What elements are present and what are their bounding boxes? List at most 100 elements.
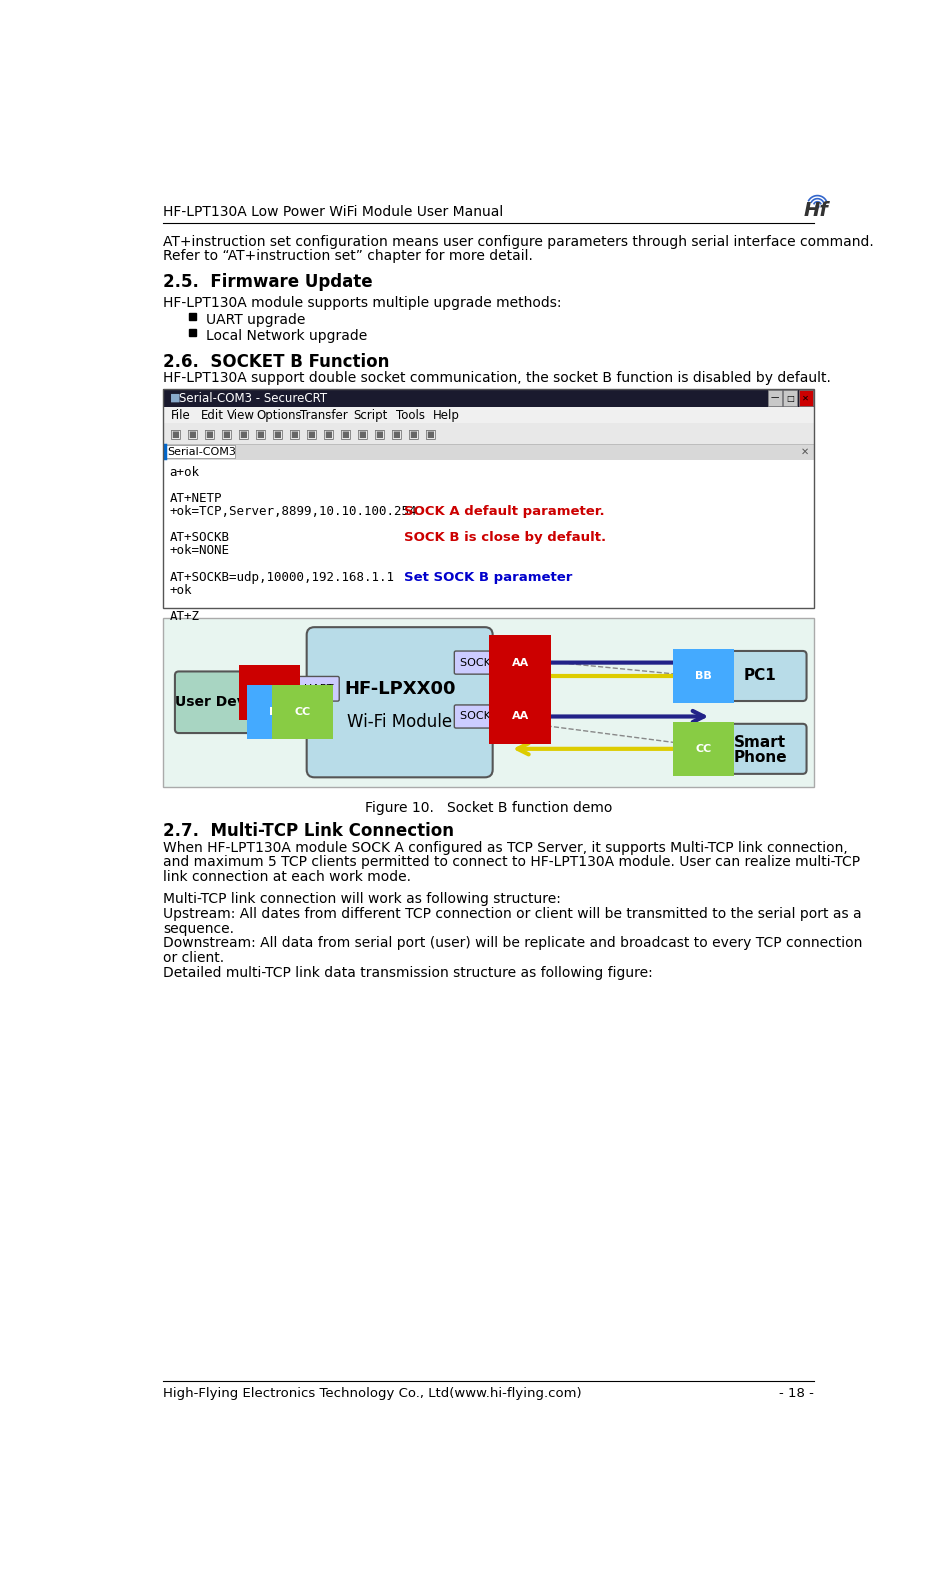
Text: Edit: Edit: [200, 409, 224, 422]
Text: +ok: +ok: [169, 583, 191, 596]
Text: CC: CC: [294, 707, 310, 716]
Text: View: View: [227, 409, 254, 422]
Text: UART upgrade: UART upgrade: [206, 312, 305, 327]
Text: Detailed multi-TCP link data transmission structure as following figure:: Detailed multi-TCP link data transmissio…: [163, 965, 652, 980]
Text: ▣: ▣: [288, 426, 300, 441]
Text: ▣: ▣: [390, 426, 403, 441]
Text: BB: BB: [268, 707, 286, 716]
Bar: [188, 328, 196, 336]
Text: AT+SOCKB=udp,10000,192.168.1.1: AT+SOCKB=udp,10000,192.168.1.1: [169, 571, 394, 583]
Text: ■: ■: [169, 393, 180, 403]
Text: User Device: User Device: [174, 696, 268, 708]
Text: Serial-COM3 - SecureCRT: Serial-COM3 - SecureCRT: [179, 391, 327, 404]
Text: AT+NETP: AT+NETP: [169, 491, 222, 506]
Text: ▣: ▣: [169, 426, 181, 441]
Text: Downstream: All data from serial port (user) will be replicate and broadcast to : Downstream: All data from serial port (u…: [163, 937, 862, 951]
Text: ▣: ▣: [237, 426, 249, 441]
Text: —: —: [770, 393, 778, 403]
FancyBboxPatch shape: [297, 677, 339, 701]
Text: link connection at each work mode.: link connection at each work mode.: [163, 870, 411, 884]
Text: SOCK A default parameter.: SOCK A default parameter.: [403, 506, 604, 518]
Text: Help: Help: [432, 409, 460, 422]
Text: Multi-TCP link connection will work as following structure:: Multi-TCP link connection will work as f…: [163, 892, 561, 907]
Text: +ok=NONE: +ok=NONE: [169, 544, 229, 558]
Text: Smart: Smart: [733, 735, 785, 750]
Text: AA: AA: [261, 688, 278, 697]
Text: ▣: ▣: [271, 426, 284, 441]
Text: - 18 -: - 18 -: [778, 1387, 813, 1400]
Text: ▣: ▣: [306, 426, 317, 441]
Text: SOCK B: SOCK B: [460, 712, 502, 721]
FancyBboxPatch shape: [798, 390, 812, 406]
FancyBboxPatch shape: [713, 724, 805, 773]
Text: +ok=TCP,Server,8899,10.10.100.254: +ok=TCP,Server,8899,10.10.100.254: [169, 506, 417, 518]
Text: Refer to “AT+instruction set” chapter for more detail.: Refer to “AT+instruction set” chapter fo…: [163, 249, 532, 263]
Text: and maximum 5 TCP clients permitted to connect to HF-LPT130A module. User can re: and maximum 5 TCP clients permitted to c…: [163, 856, 860, 870]
FancyBboxPatch shape: [713, 651, 805, 701]
Text: HF-LPXX00: HF-LPXX00: [344, 680, 455, 697]
Text: ▣: ▣: [374, 426, 386, 441]
Text: Options: Options: [256, 409, 302, 422]
Text: Hf: Hf: [803, 201, 827, 220]
FancyBboxPatch shape: [163, 407, 813, 423]
Text: ▣: ▣: [407, 426, 420, 441]
Text: AT+SOCKB: AT+SOCKB: [169, 531, 229, 544]
Text: HF-LPT130A module supports multiple upgrade methods:: HF-LPT130A module supports multiple upgr…: [163, 296, 562, 311]
Text: High-Flying Electronics Technology Co., Ltd(www.hi-flying.com): High-Flying Electronics Technology Co., …: [163, 1387, 582, 1400]
Text: Script: Script: [353, 409, 387, 422]
Text: SOCK B is close by default.: SOCK B is close by default.: [403, 531, 605, 544]
Text: Local Network upgrade: Local Network upgrade: [206, 328, 367, 342]
Text: ▣: ▣: [187, 426, 198, 441]
Text: □: □: [785, 393, 793, 403]
FancyBboxPatch shape: [165, 445, 234, 458]
Text: ✕: ✕: [802, 393, 808, 403]
Text: AT+instruction set configuration means user configure parameters through serial : AT+instruction set configuration means u…: [163, 235, 873, 249]
Text: ▣: ▣: [357, 426, 368, 441]
Text: Figure 10.   Socket B function demo: Figure 10. Socket B function demo: [365, 800, 612, 815]
Text: a+ok: a+ok: [169, 466, 199, 479]
Text: PC1: PC1: [743, 669, 776, 683]
Text: Transfer: Transfer: [299, 409, 347, 422]
FancyBboxPatch shape: [163, 444, 813, 460]
Text: AA: AA: [511, 712, 528, 721]
FancyBboxPatch shape: [783, 390, 797, 406]
Text: Serial-COM3: Serial-COM3: [168, 447, 236, 456]
FancyBboxPatch shape: [454, 705, 507, 728]
Text: AA: AA: [511, 658, 528, 667]
FancyBboxPatch shape: [175, 672, 268, 732]
Text: File: File: [170, 409, 190, 422]
Text: 2.6.  SOCKET B Function: 2.6. SOCKET B Function: [163, 353, 389, 371]
Text: Wi-Fi Module: Wi-Fi Module: [347, 713, 452, 731]
Text: ▣: ▣: [221, 426, 232, 441]
FancyBboxPatch shape: [163, 423, 813, 444]
Text: ▣: ▣: [340, 426, 351, 441]
Text: BB: BB: [694, 670, 711, 682]
FancyBboxPatch shape: [163, 618, 813, 786]
Text: 2.7.  Multi-TCP Link Connection: 2.7. Multi-TCP Link Connection: [163, 823, 454, 840]
Text: Upstream: All dates from different TCP connection or client will be transmitted : Upstream: All dates from different TCP c…: [163, 907, 861, 921]
Text: ▣: ▣: [323, 426, 334, 441]
Text: sequence.: sequence.: [163, 922, 234, 935]
Text: Tools: Tools: [395, 409, 425, 422]
FancyBboxPatch shape: [307, 628, 492, 777]
Text: HF-LPT130A support double socket communication, the socket B function is disable: HF-LPT130A support double socket communi…: [163, 371, 830, 385]
Text: AT+Z: AT+Z: [169, 610, 199, 623]
Text: CC: CC: [695, 743, 711, 754]
Text: ▣: ▣: [425, 426, 437, 441]
FancyBboxPatch shape: [454, 651, 507, 674]
Text: ✕: ✕: [800, 447, 808, 456]
Text: ▣: ▣: [254, 426, 267, 441]
Text: HF-LPT130A Low Power WiFi Module User Manual: HF-LPT130A Low Power WiFi Module User Ma…: [163, 204, 503, 219]
Text: ▣: ▣: [204, 426, 215, 441]
Text: When HF-LPT130A module SOCK A configured as TCP Server, it supports Multi-TCP li: When HF-LPT130A module SOCK A configured…: [163, 842, 847, 854]
FancyBboxPatch shape: [163, 388, 813, 407]
FancyBboxPatch shape: [767, 390, 781, 406]
Text: 2.5.  Firmware Update: 2.5. Firmware Update: [163, 273, 372, 292]
Text: SOCK A: SOCK A: [460, 658, 502, 667]
Text: Set SOCK B parameter: Set SOCK B parameter: [403, 571, 571, 583]
Text: or client.: or client.: [163, 951, 224, 965]
Text: Phone: Phone: [732, 750, 786, 766]
Bar: [188, 312, 196, 320]
Text: UART: UART: [304, 683, 332, 694]
FancyBboxPatch shape: [163, 460, 813, 609]
